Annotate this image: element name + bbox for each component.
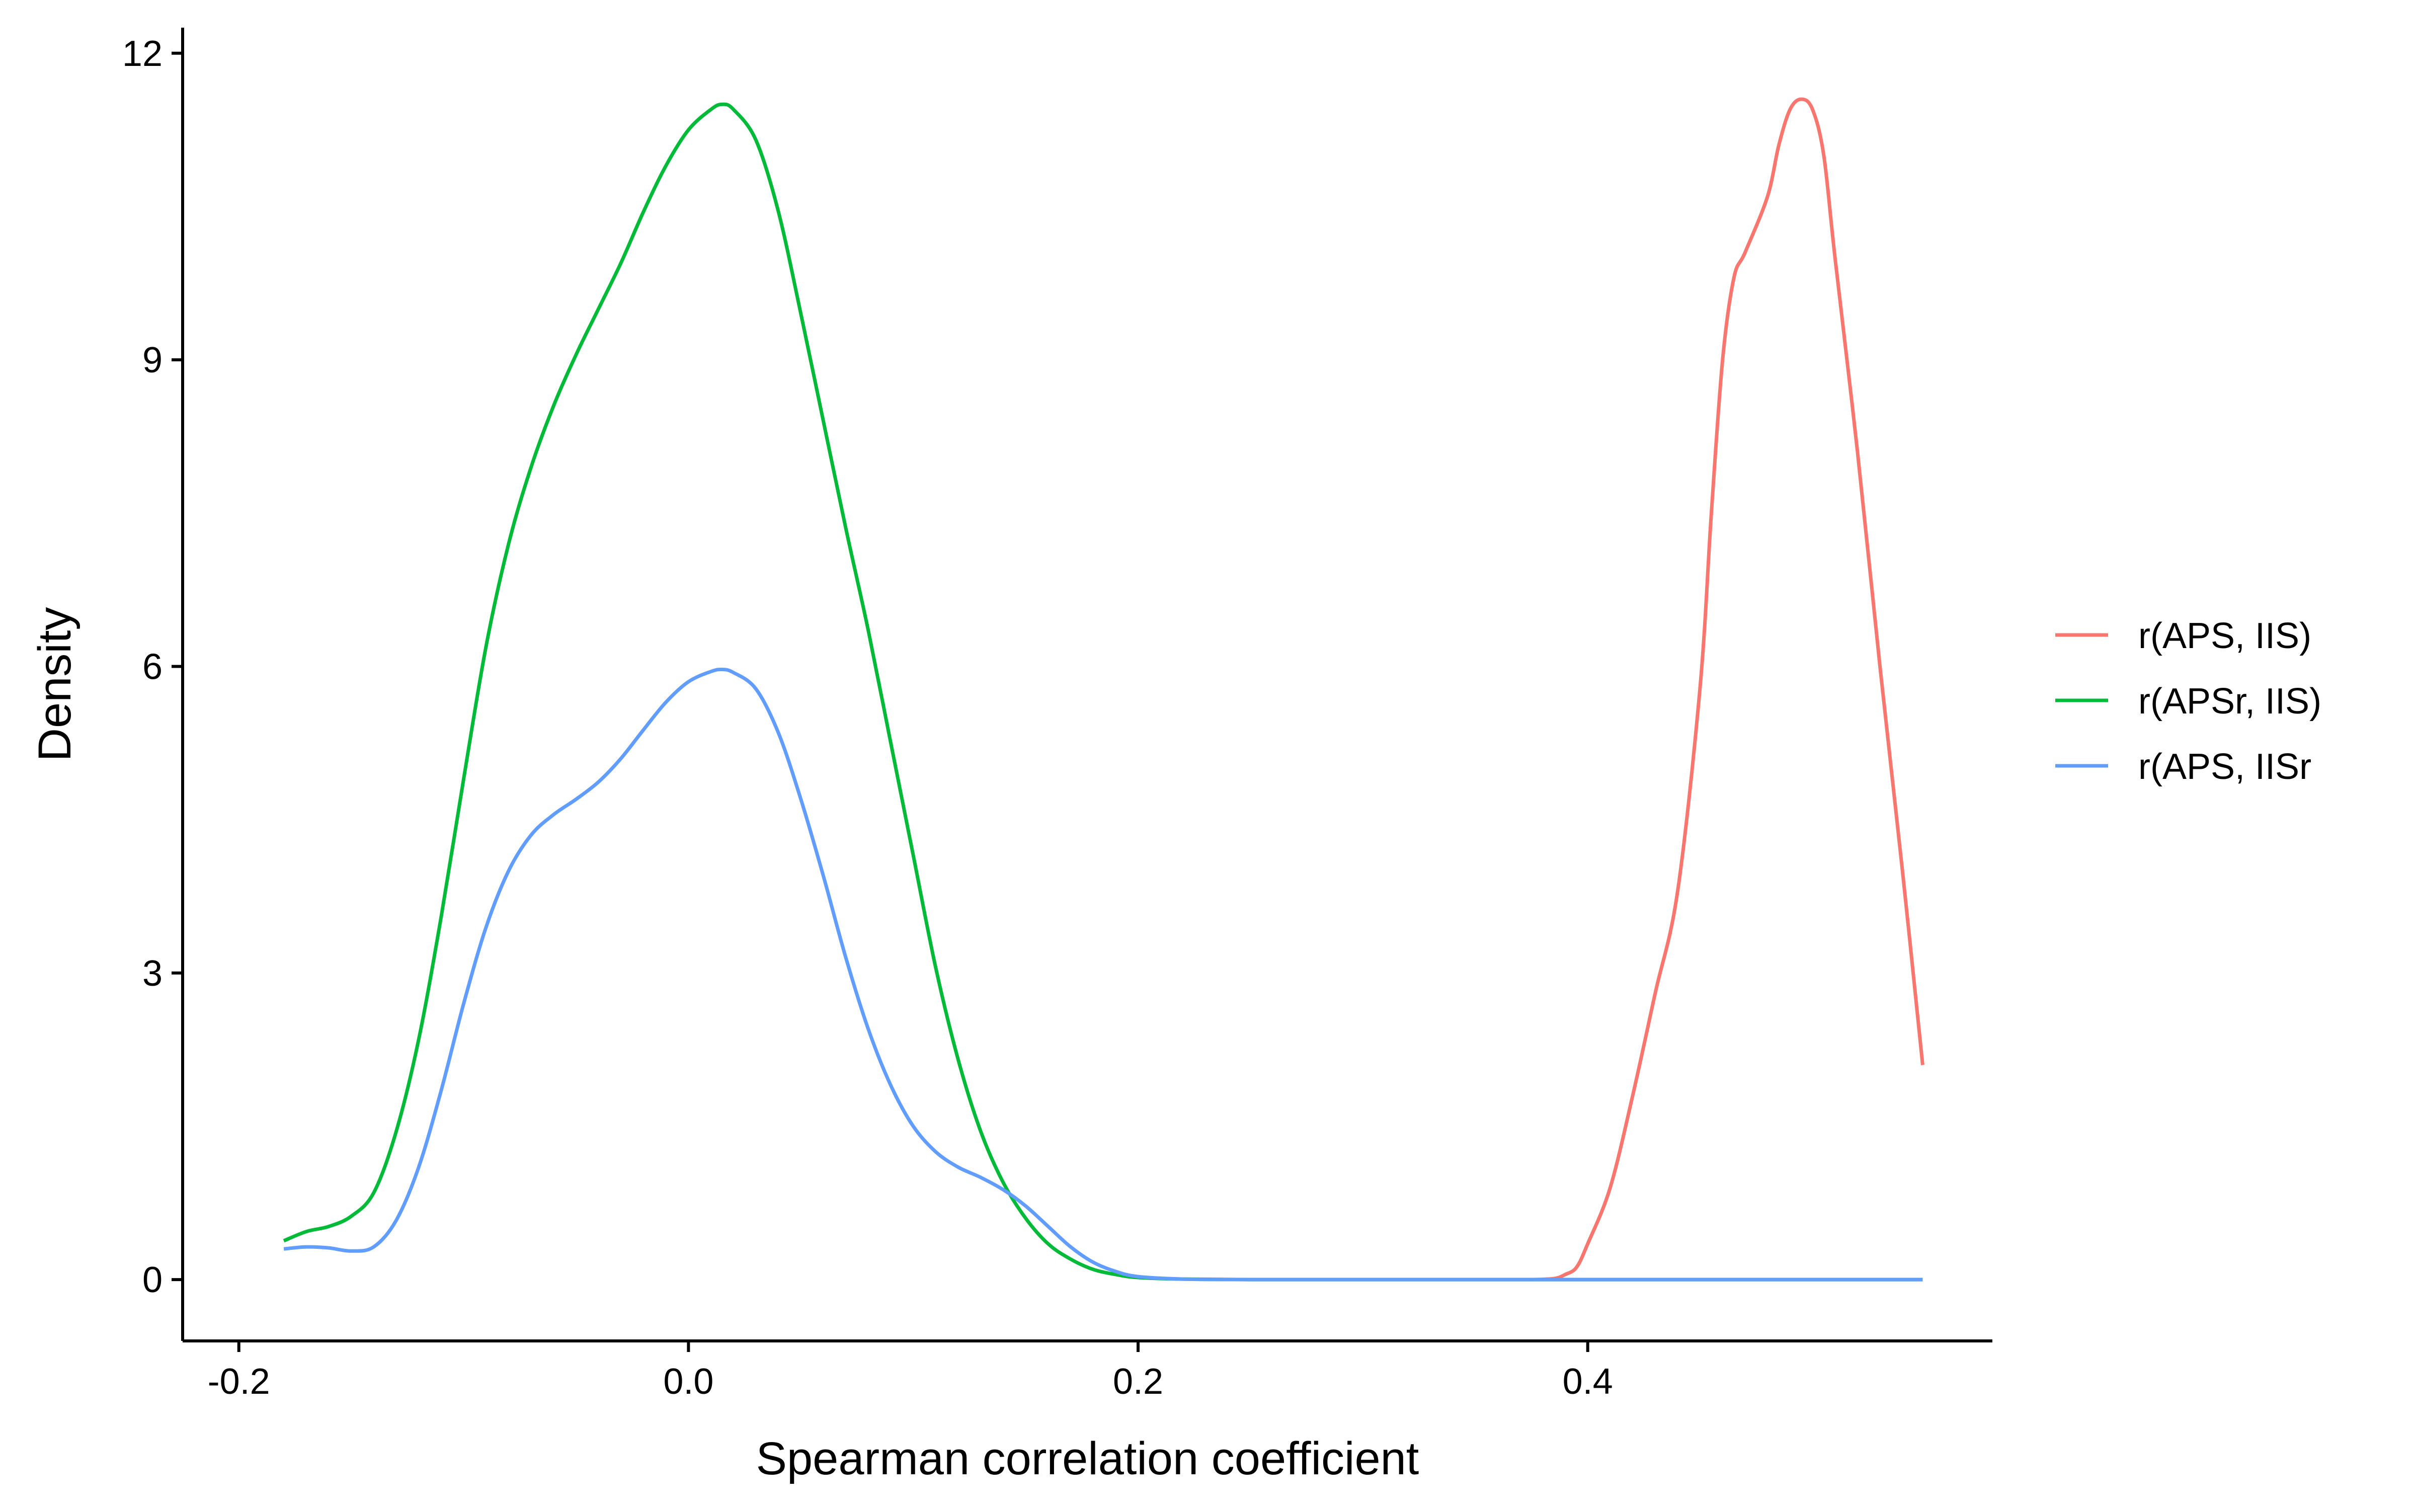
x-tick-label: 0.2 [1113,1362,1163,1402]
legend-label: r(APS, IISr [2138,747,2311,787]
x-tick-label: 0.4 [1563,1362,1613,1402]
y-ticks: 0 3 6 9 12 [122,34,183,1300]
series-line-apsr-iis [283,102,1923,1282]
legend-label: r(APS, IIS) [2138,616,2311,656]
series-layer [283,97,1924,1282]
y-tick-label: 0 [142,1260,163,1300]
series-line-aps-iis [1531,97,1924,1282]
legend: r(APS, IIS) r(APSr, IIS) r(APS, IISr [2055,616,2321,787]
x-axis-title: Spearman correlation coefficient [756,1433,1419,1484]
legend-item: r(APS, IISr [2055,747,2311,787]
axes: -0.2 0.0 0.2 0.4 0 3 6 9 12 [122,28,1992,1402]
y-tick-label: 6 [142,647,163,687]
series-line-aps-iisr [283,667,1923,1282]
y-tick-label: 9 [142,340,163,380]
legend-item: r(APSr, IIS) [2055,681,2321,722]
x-ticks: -0.2 0.0 0.2 0.4 [208,1341,1613,1402]
x-tick-label: 0.0 [663,1362,713,1402]
x-tick-label: -0.2 [208,1362,270,1402]
y-axis-title: Density [29,607,80,762]
legend-item: r(APS, IIS) [2055,616,2311,656]
y-tick-label: 12 [122,34,163,74]
legend-label: r(APSr, IIS) [2138,681,2321,722]
y-tick-label: 3 [142,953,163,994]
